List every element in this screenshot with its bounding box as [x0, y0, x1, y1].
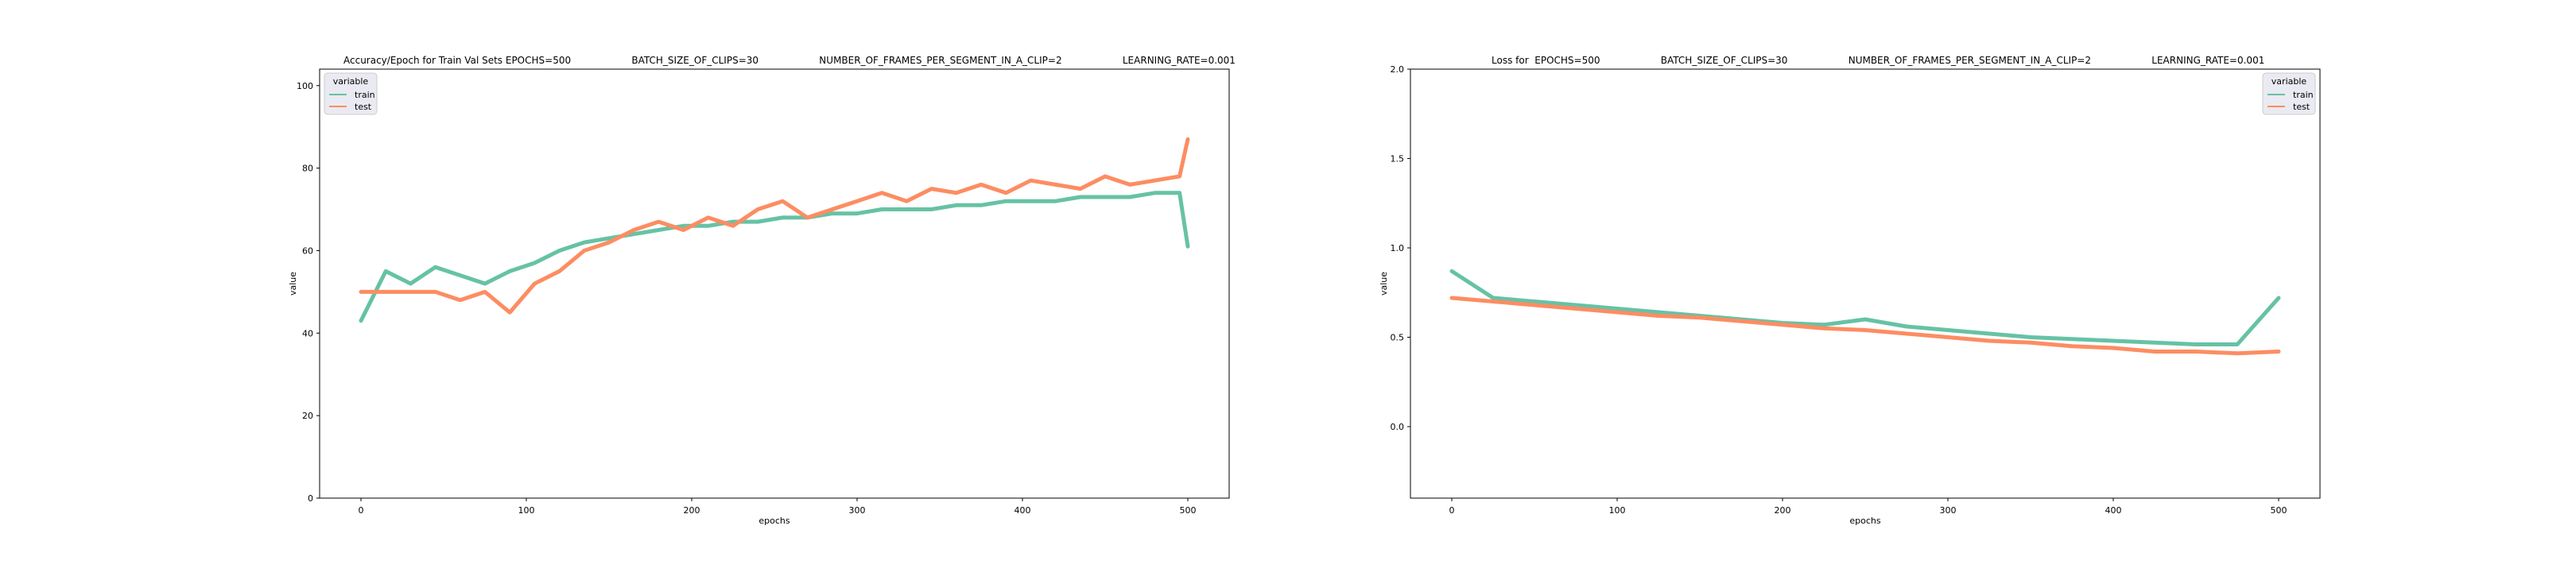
accuracy-x-tick-label: 100 [518, 505, 535, 516]
accuracy-test-line [359, 137, 1190, 315]
accuracy-x-tick-label: 500 [1180, 505, 1197, 516]
loss-x-axis-label: epochs [1849, 516, 1880, 526]
accuracy-y-tick-label: 80 [302, 164, 313, 174]
loss-y-tick-label: 0.0 [1391, 422, 1405, 432]
loss-x-tick-label: 500 [2271, 505, 2287, 516]
accuracy-y-tick-label: 0 [308, 493, 313, 504]
loss-legend-box [2262, 72, 2316, 115]
loss-x-tick-label: 400 [2105, 505, 2122, 516]
loss-chart-title: Loss for EPOCHS=500 BATCH_SIZE_OF_CLIPS=… [1492, 55, 2264, 66]
loss-legend-title: variable [2271, 76, 2307, 87]
loss-y-tick-label: 1.5 [1391, 154, 1405, 164]
loss-series-group [1449, 269, 2281, 356]
accuracy-plot-frame [319, 68, 1230, 499]
accuracy-x-tick-label: 200 [684, 505, 700, 516]
accuracy-legend-test-label: test [355, 102, 372, 112]
accuracy-chart: Accuracy/Epoch for Train Val Sets EPOCHS… [288, 55, 1236, 526]
accuracy-train-line [359, 191, 1190, 323]
loss-plot-frame [1410, 68, 2321, 499]
loss-legend-test-label: test [2293, 102, 2310, 112]
accuracy-legend: variable train test [324, 72, 378, 115]
loss-x-tick-label: 0 [1449, 505, 1455, 516]
accuracy-y-tick-label: 100 [297, 81, 313, 91]
loss-x-tick-label: 100 [1609, 505, 1626, 516]
accuracy-legend-box [324, 72, 378, 115]
accuracy-series-group [359, 137, 1190, 323]
accuracy-x-tick-label: 300 [849, 505, 866, 516]
loss-legend: variable train test [2262, 72, 2316, 115]
accuracy-legend-title: variable [333, 76, 369, 87]
accuracy-x-tick-label: 0 [359, 505, 364, 516]
loss-y-tick-label: 0.5 [1391, 333, 1405, 343]
loss-y-tick-label: 1.0 [1391, 243, 1405, 253]
accuracy-chart-title: Accuracy/Epoch for Train Val Sets EPOCHS… [343, 55, 1236, 66]
accuracy-y-tick-label: 60 [302, 245, 313, 256]
loss-x-tick-label: 200 [1775, 505, 1791, 516]
accuracy-x-tick-label: 400 [1014, 505, 1031, 516]
accuracy-y-axis-label: value [288, 272, 298, 296]
accuracy-axis-ticks: 0 100 200 300 400 500 0 20 40 60 80 100 [297, 81, 1197, 516]
loss-y-tick-label: 2.0 [1391, 64, 1405, 75]
loss-y-axis-label: value [1379, 272, 1389, 296]
accuracy-y-tick-label: 40 [302, 328, 313, 338]
accuracy-y-tick-label: 20 [302, 411, 313, 421]
loss-train-line [1449, 269, 2281, 346]
loss-test-line [1449, 296, 2281, 356]
loss-axis-ticks: 0 100 200 300 400 500 0.0 0.5 1.0 1.5 2.0 [1391, 64, 2287, 516]
loss-x-tick-label: 300 [1940, 505, 1957, 516]
loss-chart: Loss for EPOCHS=500 BATCH_SIZE_OF_CLIPS=… [1379, 55, 2321, 526]
accuracy-legend-train-label: train [355, 90, 375, 100]
loss-legend-train-label: train [2293, 90, 2314, 100]
accuracy-x-axis-label: epochs [758, 516, 789, 526]
